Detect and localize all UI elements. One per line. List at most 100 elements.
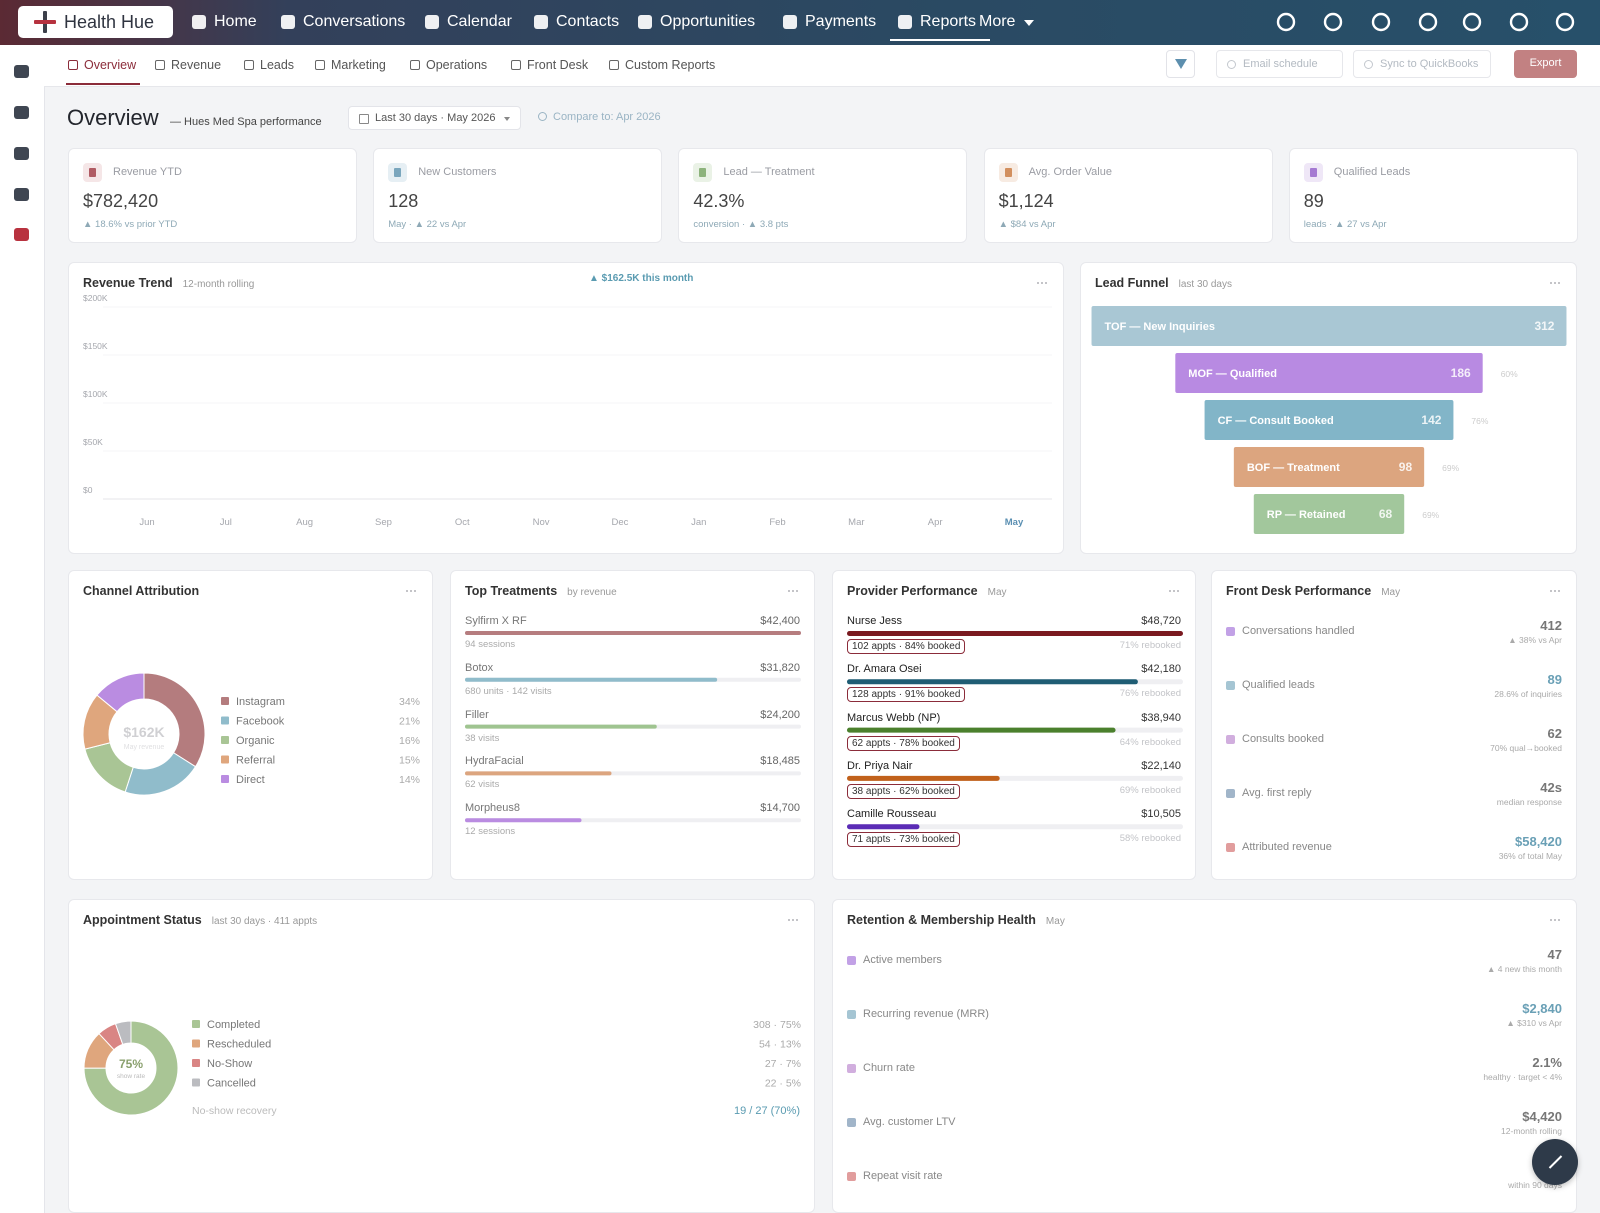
bar-name: HydraFacial [465,755,524,768]
x-tick-label: Nov [533,517,550,528]
kpi-card: Avg. Order Value $1,124 ▲ $84 vs Apr [983,148,1273,243]
bar [465,677,718,682]
card-menu[interactable] [1037,282,1047,284]
sub-nav-icon [511,60,521,70]
fab-icon [1548,1155,1563,1169]
sub-nav-item[interactable]: Operations [426,58,488,72]
kpi-card: Revenue YTD $782,420 ▲ 18.6% vs prior YTD [68,148,357,243]
x-tick-label: Mar [848,517,864,528]
action-button[interactable]: Sync to QuickBooks [1353,50,1491,78]
date-range-picker[interactable]: Last 30 days · May 2026 [348,106,521,130]
funnel-stage-value: 142 [1421,413,1441,427]
bar-name: Filler [465,708,489,721]
legend-label: Instagram [236,696,285,708]
bar-name: Marcus Webb (NP) [847,711,941,724]
kpi-note: ▲ 18.6% vs prior YTD [83,219,178,230]
nav-tool-icon[interactable] [1461,11,1483,33]
nav-tool-icon[interactable] [1508,11,1530,33]
provider-badge: 38 appts · 62% booked [847,783,960,799]
brand[interactable]: Health Hue [18,6,173,38]
row-note: 28.6% of inquiries [1494,689,1562,699]
nav-icon [638,15,652,29]
icon-shape [1462,12,1482,32]
legend-label: Completed [207,1019,260,1031]
nav-tool-icon[interactable] [1322,11,1344,33]
sidebar-icon[interactable] [14,228,29,241]
compare-label[interactable]: Compare to: Apr 2026 [553,111,661,123]
legend-label: Rescheduled [207,1039,271,1051]
nav-tool-icon[interactable] [1417,11,1439,33]
floating-action-button[interactable] [1532,1139,1578,1185]
sub-nav-icon [315,60,325,70]
filter-button[interactable] [1166,50,1195,78]
footer-label: No-show recovery [192,1105,277,1117]
card-menu[interactable] [1550,919,1560,921]
nav-tool-icon[interactable] [1554,11,1576,33]
row-label: Attributed revenue [1242,841,1332,853]
sub-nav-item[interactable]: Revenue [171,58,222,72]
sub-nav-item[interactable]: Leads [260,58,295,72]
card-menu[interactable] [1550,282,1560,284]
dropdown-caret [504,117,510,121]
kpi-card: Lead — Treatment 42.3% conversion · ▲ 3.8 … [678,148,968,243]
bar-value: $42,180 [1141,663,1181,676]
nav-tool-icon[interactable] [1370,11,1392,33]
row-label: Avg. customer LTV [863,1116,956,1128]
sidebar-icon[interactable] [14,65,29,78]
card-menu[interactable] [1169,590,1179,592]
bar-name: Dr. Amara Osei [847,663,922,676]
card-subtitle: 12-month rolling [182,279,255,290]
legend-swatch [192,1020,200,1028]
row-label: Active members [863,954,942,966]
provider-rebooked: 64% rebooked [1119,736,1181,748]
card-title: Revenue Trend [83,276,173,290]
bar-detail: 680 units · 142 visits [465,685,552,697]
card-menu[interactable] [788,919,798,921]
sidebar-icon[interactable] [14,147,29,160]
sub-nav-item[interactable]: Overview [84,58,137,72]
card-header: Front Desk Performance May [1226,584,1400,598]
sub-nav-item[interactable]: Front Desk [527,58,589,72]
kpi-label: Avg. Order Value [1028,166,1112,178]
row-label: Repeat visit rate [863,1170,943,1182]
nav-tool-icon[interactable] [1275,11,1297,33]
kpi-icon [998,163,1018,182]
row-note: 12-month rolling [1501,1126,1562,1136]
sidebar [0,45,45,1213]
card-menu[interactable] [406,590,416,592]
appointment-status-card: Appointment Status last 30 days · 411 app… [68,899,815,1213]
bar-value: $14,700 [760,802,800,815]
row-note: ▲ 4 new this month [1486,964,1562,974]
bar [465,724,657,729]
sidebar-icon[interactable] [14,188,29,201]
page-title: Overview [67,105,159,130]
sub-nav-item[interactable]: Marketing [331,58,386,72]
y-tick-label: $0 [83,485,93,495]
card-title: Lead Funnel [1095,276,1169,290]
bar-name: Sylfirm X RF [465,615,527,627]
nav-label: Home [214,13,257,30]
row-note: healthy · target < 4% [1483,1072,1562,1082]
funnel-bar [1253,494,1405,534]
front-desk-card: Front Desk Performance May Conversations h… [1211,570,1577,880]
kpi-icon [388,163,408,182]
sidebar-icon[interactable] [14,106,29,119]
card-title: Provider Performance [847,584,978,598]
card-title: Top Treatments [465,584,558,598]
funnel-stage-value: 68 [1379,507,1393,521]
row-icon [1226,789,1235,798]
kpi-value: 89 [1303,191,1324,211]
kpi-value: 128 [388,191,419,211]
row-label: Churn rate [863,1062,915,1074]
action-button[interactable]: Export [1514,50,1577,78]
card-menu[interactable] [1550,590,1560,592]
nav-icon [425,15,439,29]
card-menu[interactable] [788,590,798,592]
card-title: Channel Attribution [83,584,200,598]
donut-center-label: show rate [117,1073,146,1080]
lead-funnel-card: Lead Funnel last 30 days TOF — New Inquiri… [1080,262,1577,554]
card-canvas: 75% show rate Completed 308 · 75% Reschedule… [83,1019,801,1116]
bar [847,824,920,830]
action-button[interactable]: Email schedule [1216,50,1343,78]
sub-nav-item[interactable]: Custom Reports [625,58,716,72]
